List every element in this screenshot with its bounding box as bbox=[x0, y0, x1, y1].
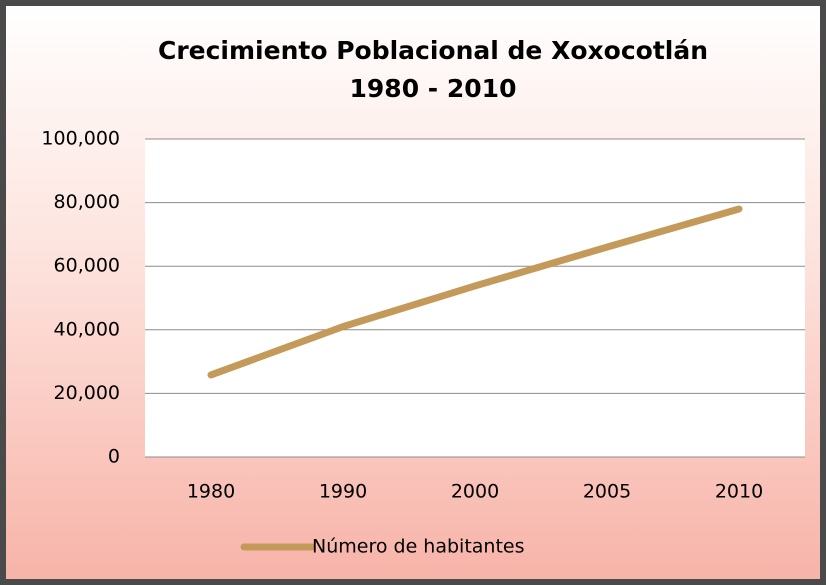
y-tick-label: 0 bbox=[108, 446, 120, 468]
y-tick-label: 40,000 bbox=[54, 318, 120, 340]
x-tick-label: 2010 bbox=[715, 481, 763, 503]
legend-label: Número de habitantes bbox=[312, 536, 525, 558]
y-tick-label: 20,000 bbox=[54, 382, 120, 404]
x-tick-label: 2000 bbox=[451, 481, 499, 503]
y-tick-label: 60,000 bbox=[54, 255, 120, 277]
plot-area bbox=[145, 139, 805, 457]
data-line bbox=[207, 205, 743, 379]
x-tick-label: 2005 bbox=[583, 481, 631, 503]
chart-title: 1980 - 2010 bbox=[350, 74, 517, 103]
x-tick-label: 1980 bbox=[187, 481, 235, 503]
chart-title: Crecimiento Poblacional de Xoxocotlán bbox=[158, 36, 708, 65]
y-tick-label: 80,000 bbox=[54, 191, 120, 213]
y-tick-label: 100,000 bbox=[41, 128, 120, 150]
x-tick-label: 1990 bbox=[319, 481, 367, 503]
